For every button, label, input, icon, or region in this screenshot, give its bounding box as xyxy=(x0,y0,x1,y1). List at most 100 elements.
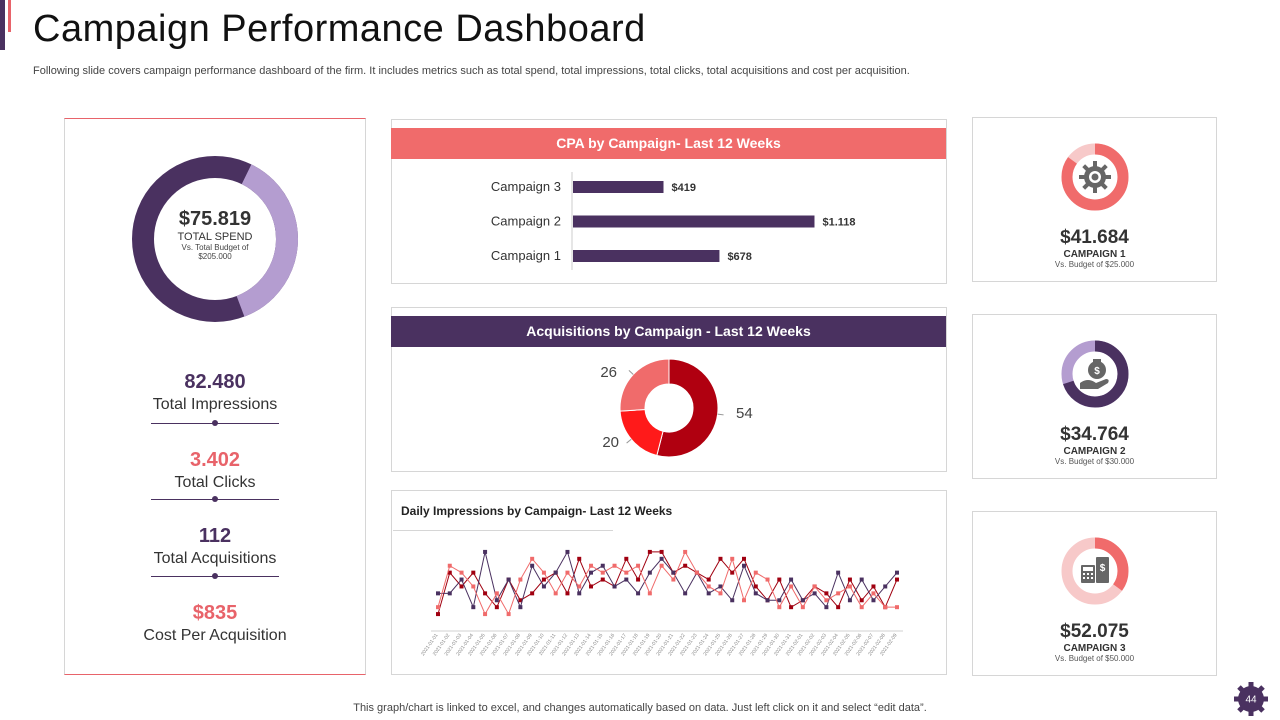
series-point[interactable] xyxy=(494,605,499,610)
series-point[interactable] xyxy=(530,563,535,568)
series-point[interactable] xyxy=(494,591,499,596)
series-point[interactable] xyxy=(577,584,582,589)
series-point[interactable] xyxy=(589,570,593,575)
series-point[interactable] xyxy=(624,570,629,575)
series-point[interactable] xyxy=(647,591,652,596)
series-point[interactable] xyxy=(730,598,735,603)
cpa-bar[interactable] xyxy=(573,181,664,193)
series-point[interactable] xyxy=(471,584,476,589)
series-point[interactable] xyxy=(600,577,605,582)
series-point[interactable] xyxy=(730,570,735,575)
series-line[interactable] xyxy=(437,550,897,616)
series-point[interactable] xyxy=(765,598,770,603)
series-point[interactable] xyxy=(518,598,523,603)
series-point[interactable] xyxy=(565,591,570,596)
series-point[interactable] xyxy=(518,577,523,582)
series-point[interactable] xyxy=(553,570,558,575)
series-point[interactable] xyxy=(789,605,794,610)
series-line[interactable] xyxy=(438,550,898,609)
series-point[interactable] xyxy=(895,577,899,582)
series-point[interactable] xyxy=(636,577,641,582)
series-point[interactable] xyxy=(647,570,652,575)
series-point[interactable] xyxy=(765,577,770,582)
series-point[interactable] xyxy=(753,584,758,589)
series-point[interactable] xyxy=(471,570,476,575)
series-point[interactable] xyxy=(683,563,688,568)
cpa-bar-chart[interactable]: Campaign 3 $419 Campaign 2 $1.118 Campaign 1… xyxy=(391,160,947,280)
series-point[interactable] xyxy=(600,563,605,568)
series-point[interactable] xyxy=(447,591,452,596)
series-point[interactable] xyxy=(447,563,452,568)
series-point[interactable] xyxy=(518,605,523,610)
total-spend-donut[interactable] xyxy=(131,155,299,323)
series-point[interactable] xyxy=(789,584,794,589)
series-point[interactable] xyxy=(483,612,488,617)
series-point[interactable] xyxy=(777,605,782,610)
series-line[interactable] xyxy=(437,551,898,615)
series-point[interactable] xyxy=(683,591,688,596)
series-point[interactable] xyxy=(824,591,829,596)
series-point[interactable] xyxy=(706,591,711,596)
series-point[interactable] xyxy=(671,577,676,582)
acq-slice[interactable] xyxy=(619,358,670,412)
series-point[interactable] xyxy=(436,612,440,617)
series-point[interactable] xyxy=(800,598,805,603)
series-point[interactable] xyxy=(636,591,641,596)
series-point[interactable] xyxy=(777,577,782,582)
series-point[interactable] xyxy=(530,556,535,561)
series-point[interactable] xyxy=(753,570,758,575)
series-point[interactable] xyxy=(847,598,852,603)
series-point[interactable] xyxy=(541,570,546,575)
series-point[interactable] xyxy=(753,591,758,596)
series-point[interactable] xyxy=(895,570,899,575)
series-point[interactable] xyxy=(730,556,735,561)
series-point[interactable] xyxy=(459,570,464,575)
series-point[interactable] xyxy=(883,584,888,589)
series-point[interactable] xyxy=(706,584,711,589)
series-point[interactable] xyxy=(742,556,746,561)
series-point[interactable] xyxy=(871,584,876,589)
series-point[interactable] xyxy=(459,577,464,582)
series-point[interactable] xyxy=(742,563,746,568)
series-point[interactable] xyxy=(836,605,841,610)
cpa-bar[interactable] xyxy=(573,250,720,262)
series-point[interactable] xyxy=(624,556,629,561)
series-point[interactable] xyxy=(577,556,582,561)
series-point[interactable] xyxy=(483,549,488,554)
series-point[interactable] xyxy=(847,584,852,589)
impressions-line-chart[interactable]: 2021-01-012021-01-022021-01-032021-01-04… xyxy=(391,535,947,673)
series-point[interactable] xyxy=(471,605,476,610)
series-point[interactable] xyxy=(789,577,794,582)
acq-slice[interactable] xyxy=(656,358,719,458)
series-point[interactable] xyxy=(883,605,888,610)
series-point[interactable] xyxy=(565,570,570,575)
series-point[interactable] xyxy=(612,563,617,568)
series-point[interactable] xyxy=(859,577,864,582)
series-point[interactable] xyxy=(718,591,723,596)
series-point[interactable] xyxy=(459,584,464,589)
series-point[interactable] xyxy=(506,577,511,582)
series-point[interactable] xyxy=(483,591,488,596)
series-point[interactable] xyxy=(812,584,817,589)
series-point[interactable] xyxy=(530,591,535,596)
series-point[interactable] xyxy=(612,584,617,589)
series-point[interactable] xyxy=(812,591,817,596)
series-point[interactable] xyxy=(647,549,652,554)
series-point[interactable] xyxy=(718,556,723,561)
series-point[interactable] xyxy=(847,577,852,582)
series-point[interactable] xyxy=(859,605,864,610)
series-point[interactable] xyxy=(871,591,876,596)
series-point[interactable] xyxy=(895,605,899,610)
series-point[interactable] xyxy=(742,598,746,603)
series-point[interactable] xyxy=(777,598,782,603)
acquisitions-donut-chart[interactable]: 54 20 26 xyxy=(391,348,947,468)
series-point[interactable] xyxy=(659,563,664,568)
series-point[interactable] xyxy=(600,570,605,575)
acq-slice[interactable] xyxy=(619,408,664,457)
series-point[interactable] xyxy=(589,584,593,589)
series-point[interactable] xyxy=(683,549,688,554)
cpa-bar[interactable] xyxy=(573,215,815,228)
series-point[interactable] xyxy=(541,584,546,589)
series-point[interactable] xyxy=(494,598,499,603)
series-point[interactable] xyxy=(718,584,723,589)
